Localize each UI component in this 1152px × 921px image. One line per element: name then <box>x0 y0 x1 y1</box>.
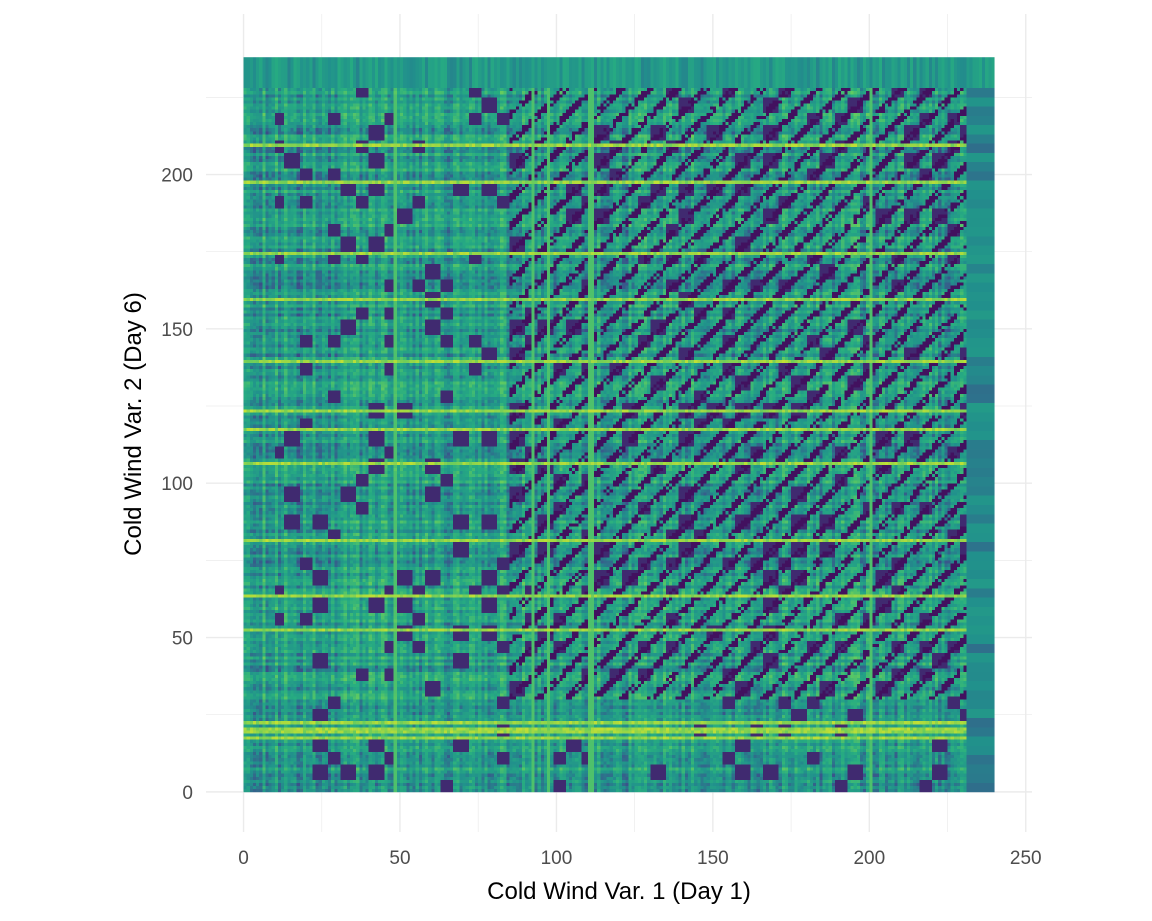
x-tick-label: 0 <box>238 848 249 869</box>
x-tick-label: 200 <box>853 848 885 869</box>
y-axis-tick-labels: 0 50 100 150 200 <box>161 166 193 804</box>
x-axis-title: Cold Wind Var. 1 (Day 1) <box>487 878 751 905</box>
x-axis-tick-labels: 0 50 100 150 200 250 <box>238 848 1041 869</box>
y-tick-label: 150 <box>161 320 193 341</box>
y-tick-label: 50 <box>172 629 193 650</box>
x-tick-label: 100 <box>541 848 573 869</box>
heatmap-cells <box>243 57 995 793</box>
x-tick-label: 150 <box>697 848 729 869</box>
y-tick-label: 200 <box>161 166 193 187</box>
y-tick-label: 100 <box>161 474 193 495</box>
y-axis-title: Cold Wind Var. 2 (Day 6) <box>120 292 147 556</box>
x-tick-label: 250 <box>1010 848 1042 869</box>
y-tick-label: 0 <box>182 783 193 804</box>
x-tick-label: 50 <box>389 848 410 869</box>
